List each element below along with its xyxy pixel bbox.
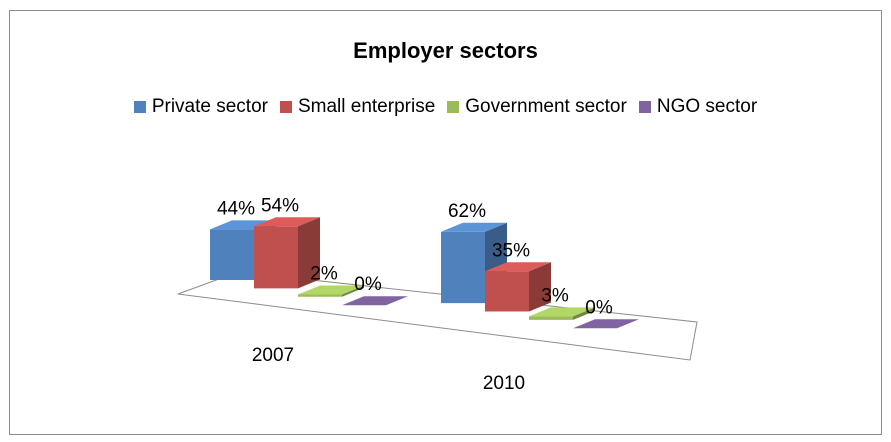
bar-2010-government-sector-top <box>529 307 595 317</box>
bar-2010-small-enterprise-side <box>529 262 551 312</box>
bar-2007-ngo-sector-top <box>342 296 408 306</box>
bar-2007-government-sector-front <box>298 294 342 297</box>
bar-2010-private-sector-top <box>441 222 507 232</box>
bar-2007-small-enterprise-front <box>254 226 298 289</box>
data-label-2010-3: 0% <box>585 297 613 318</box>
legend-label-small-enterprise: Small enterprise <box>297 96 436 117</box>
bar-2007-government-sector-side <box>342 285 364 297</box>
legend-swatch-private <box>133 101 146 113</box>
data-label-2010-1: 35% <box>492 240 530 261</box>
data-label-2010-0: 62% <box>448 201 486 222</box>
legend-item-government: Government sector <box>447 96 627 118</box>
legend-label-government: Government sector <box>465 96 627 117</box>
legend-label-private: Private sector <box>151 96 268 117</box>
bar-2007-small-enterprise-top <box>254 217 320 227</box>
category-label-2010: 2010 <box>483 373 525 394</box>
legend-label-ngo: NGO sector <box>656 96 758 117</box>
data-label-2010-2: 3% <box>541 285 569 306</box>
bar-2010-small-enterprise-top <box>485 262 551 272</box>
legend-swatch-government <box>447 101 460 113</box>
category-label-2007: 2007 <box>252 345 294 366</box>
chart-title: Employer sectors <box>353 38 538 63</box>
bar-2010-private-sector-front <box>441 231 485 304</box>
data-label-2007-0: 44% <box>217 198 255 219</box>
bar-2010-government-sector-front <box>529 316 573 320</box>
legend-swatch-small-enterprise <box>279 101 292 113</box>
bar-2010-ngo-sector-top <box>573 319 639 329</box>
bar-2007-government-sector-top <box>298 285 364 295</box>
legend-swatch-ngo <box>638 101 651 113</box>
legend-item-private: Private sector <box>133 96 268 118</box>
bar-2007-small-enterprise-side <box>298 217 320 289</box>
bar-2007-private-sector-front <box>210 229 254 280</box>
chart-frame <box>9 10 882 435</box>
data-label-2007-1: 54% <box>261 195 299 216</box>
data-label-2007-3: 0% <box>354 274 382 295</box>
bar-2010-small-enterprise-front <box>485 271 529 312</box>
bar-2010-government-sector-side <box>573 307 595 320</box>
data-label-2007-2: 2% <box>310 264 338 285</box>
legend-item-ngo: NGO sector <box>638 96 758 118</box>
legend-item-small-enterprise: Small enterprise <box>279 96 436 118</box>
chart-legend: Private sector Small enterprise Governme… <box>0 96 891 118</box>
